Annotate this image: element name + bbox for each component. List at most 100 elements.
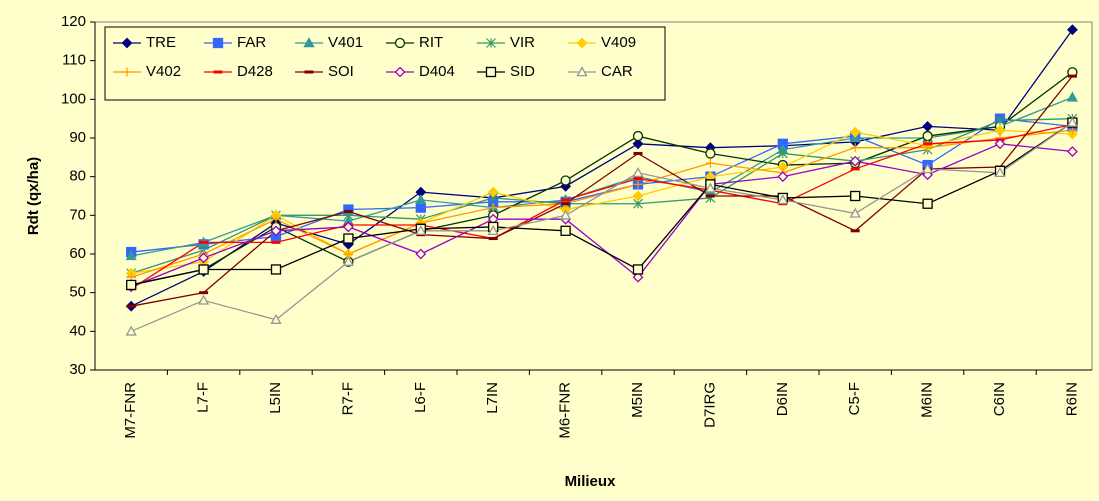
- x-tick-label: C5-F: [846, 382, 863, 415]
- point: [849, 207, 861, 218]
- legend-marker: [576, 37, 588, 49]
- point: [126, 304, 136, 308]
- point: [923, 142, 933, 146]
- point: [632, 264, 644, 275]
- point: [705, 158, 715, 168]
- x-tick-label: D7IRG: [701, 382, 718, 428]
- point: [271, 240, 281, 244]
- point: [343, 209, 353, 213]
- point: [488, 237, 498, 241]
- series-line: [130, 143, 1073, 288]
- y-tick-label: 30: [69, 361, 86, 378]
- point: [270, 225, 282, 237]
- legend-label: D428: [237, 63, 273, 80]
- series-line: [131, 118, 1073, 274]
- point: [1066, 24, 1078, 36]
- point: [633, 179, 643, 189]
- point: [850, 167, 860, 171]
- point: [705, 148, 716, 159]
- y-tick-label: 60: [69, 245, 86, 262]
- point: [633, 151, 643, 155]
- point: [1066, 146, 1078, 157]
- series-line: [130, 123, 1073, 290]
- point: [271, 214, 281, 224]
- legend-marker: [122, 67, 132, 77]
- legend-marker: [394, 66, 406, 78]
- point: [1066, 91, 1079, 102]
- point: [415, 194, 427, 205]
- point: [921, 163, 934, 174]
- point: [560, 225, 571, 236]
- point: [850, 143, 860, 153]
- point: [560, 180, 572, 192]
- legend-label: SOI: [328, 63, 354, 80]
- point: [995, 115, 1005, 126]
- point: [198, 264, 209, 275]
- legend-label: V409: [601, 34, 636, 51]
- point: [125, 325, 137, 336]
- series-line: [130, 121, 1073, 332]
- x-axis-title: Milieux: [565, 473, 617, 490]
- point: [632, 190, 644, 202]
- point: [633, 177, 643, 181]
- x-tick-label: C6IN: [991, 382, 1008, 416]
- x-tick-label: M7-FNR: [122, 382, 139, 439]
- point: [994, 138, 1006, 150]
- legend-marker: [303, 37, 315, 48]
- x-tick-label: L7IN: [484, 382, 501, 414]
- legend-label: CAR: [601, 63, 633, 80]
- point: [777, 194, 789, 205]
- point: [415, 248, 427, 260]
- y-tick-label: 120: [61, 13, 86, 30]
- x-tick-label: R6IN: [1063, 382, 1080, 416]
- point: [922, 130, 933, 142]
- legend-label: V402: [146, 63, 181, 80]
- legend-label: SID: [510, 63, 535, 80]
- series-line: [131, 129, 1073, 274]
- legend-label: RIT: [419, 34, 443, 51]
- x-tick-label: L7-F: [195, 382, 212, 413]
- point: [270, 264, 282, 275]
- series-line: [131, 121, 1073, 286]
- point: [487, 224, 499, 236]
- y-tick-label: 40: [69, 322, 86, 339]
- legend-label: D404: [419, 63, 455, 80]
- legend-marker: [212, 37, 224, 49]
- series-line: [131, 75, 1073, 307]
- point: [632, 166, 644, 178]
- point: [342, 255, 355, 266]
- legend-label: FAR: [237, 34, 266, 51]
- point: [343, 233, 354, 244]
- y-tick-label: 80: [69, 168, 86, 185]
- point: [777, 148, 788, 159]
- legend-marker: [304, 70, 314, 74]
- series-line: [131, 71, 1073, 286]
- point: [342, 221, 354, 233]
- point: [850, 229, 860, 233]
- legend-marker: [394, 37, 406, 49]
- point: [199, 291, 209, 295]
- y-tick-label: 50: [69, 284, 86, 301]
- y-tick-label: 110: [62, 52, 86, 69]
- point: [849, 155, 861, 167]
- point: [559, 209, 572, 220]
- series-line: [130, 29, 1073, 307]
- point: [270, 313, 282, 324]
- point: [850, 190, 861, 202]
- point: [125, 250, 137, 261]
- legend-marker: [576, 66, 588, 77]
- point: [198, 252, 210, 264]
- point: [922, 120, 934, 132]
- point: [777, 171, 789, 183]
- point: [126, 279, 137, 291]
- y-axis-title: Rdt (qx/ha): [25, 157, 42, 235]
- point: [632, 138, 644, 150]
- x-tick-label: M6IN: [919, 382, 936, 418]
- x-tick-label: L5IN: [267, 382, 284, 414]
- point: [415, 224, 427, 236]
- point: [632, 130, 644, 142]
- x-tick-label: M6-FNR: [557, 382, 574, 439]
- point: [704, 182, 717, 193]
- point: [561, 202, 571, 206]
